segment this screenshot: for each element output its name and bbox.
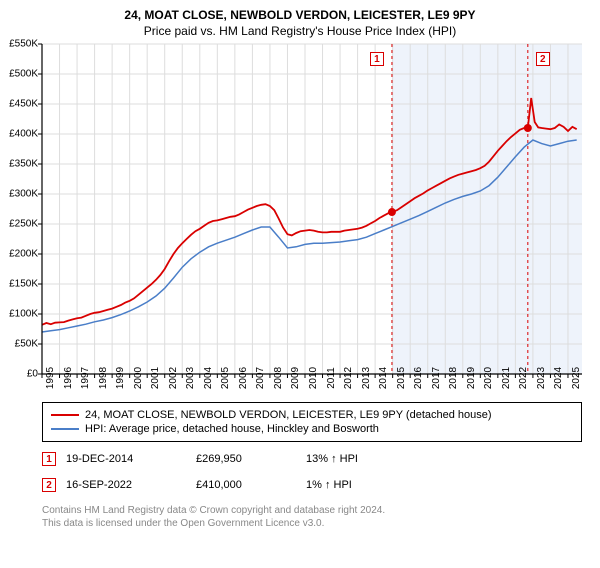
sale-delta: 1% ↑ HPI [306, 479, 436, 491]
y-tick-label: £350K [9, 159, 38, 170]
y-tick-label: £550K [9, 39, 38, 50]
y-tick-label: £450K [9, 99, 38, 110]
chart-area: £0£50K£100K£150K£200K£250K£300K£350K£400… [42, 44, 582, 394]
y-tick-label: £100K [9, 309, 38, 320]
chart-svg [42, 44, 582, 374]
sale-price: £410,000 [196, 479, 306, 491]
y-tick-label: £500K [9, 69, 38, 80]
legend: 24, MOAT CLOSE, NEWBOLD VERDON, LEICESTE… [42, 402, 582, 442]
legend-label: 24, MOAT CLOSE, NEWBOLD VERDON, LEICESTE… [85, 409, 492, 421]
sales-table: 1 19-DEC-2014£269,95013% ↑ HPI 2 16-SEP-202… [42, 452, 582, 492]
footer-line-2: This data is licensed under the Open Gov… [42, 517, 582, 530]
y-tick-label: £50K [15, 339, 38, 350]
footer-attribution: Contains HM Land Registry data © Crown c… [42, 504, 582, 530]
footer-line-1: Contains HM Land Registry data © Crown c… [42, 504, 582, 517]
y-tick-label: £200K [9, 249, 38, 260]
y-tick-label: £0 [27, 369, 38, 380]
y-tick-label: £400K [9, 129, 38, 140]
sale-marker-box: 2 [536, 52, 550, 66]
chart-title: 24, MOAT CLOSE, NEWBOLD VERDON, LEICESTE… [0, 8, 600, 22]
y-tick-label: £300K [9, 189, 38, 200]
chart-subtitle: Price paid vs. HM Land Registry's House … [0, 24, 600, 38]
sale-date: 19-DEC-2014 [66, 453, 196, 465]
sale-row: 1 19-DEC-2014£269,95013% ↑ HPI [42, 452, 582, 466]
y-tick-label: £150K [9, 279, 38, 290]
chart-container: 24, MOAT CLOSE, NEWBOLD VERDON, LEICESTE… [0, 8, 600, 568]
sale-row: 2 16-SEP-2022£410,0001% ↑ HPI [42, 478, 582, 492]
legend-swatch [51, 414, 79, 416]
legend-swatch [51, 428, 79, 430]
sale-date: 16-SEP-2022 [66, 479, 196, 491]
sale-row-marker: 2 [42, 478, 56, 492]
sale-delta: 13% ↑ HPI [306, 453, 436, 465]
sale-price: £269,950 [196, 453, 306, 465]
sale-row-marker: 1 [42, 452, 56, 466]
legend-item: HPI: Average price, detached house, Hinc… [51, 423, 573, 435]
sale-marker-box: 1 [370, 52, 384, 66]
y-tick-label: £250K [9, 219, 38, 230]
legend-label: HPI: Average price, detached house, Hinc… [85, 423, 379, 435]
legend-item: 24, MOAT CLOSE, NEWBOLD VERDON, LEICESTE… [51, 409, 573, 421]
